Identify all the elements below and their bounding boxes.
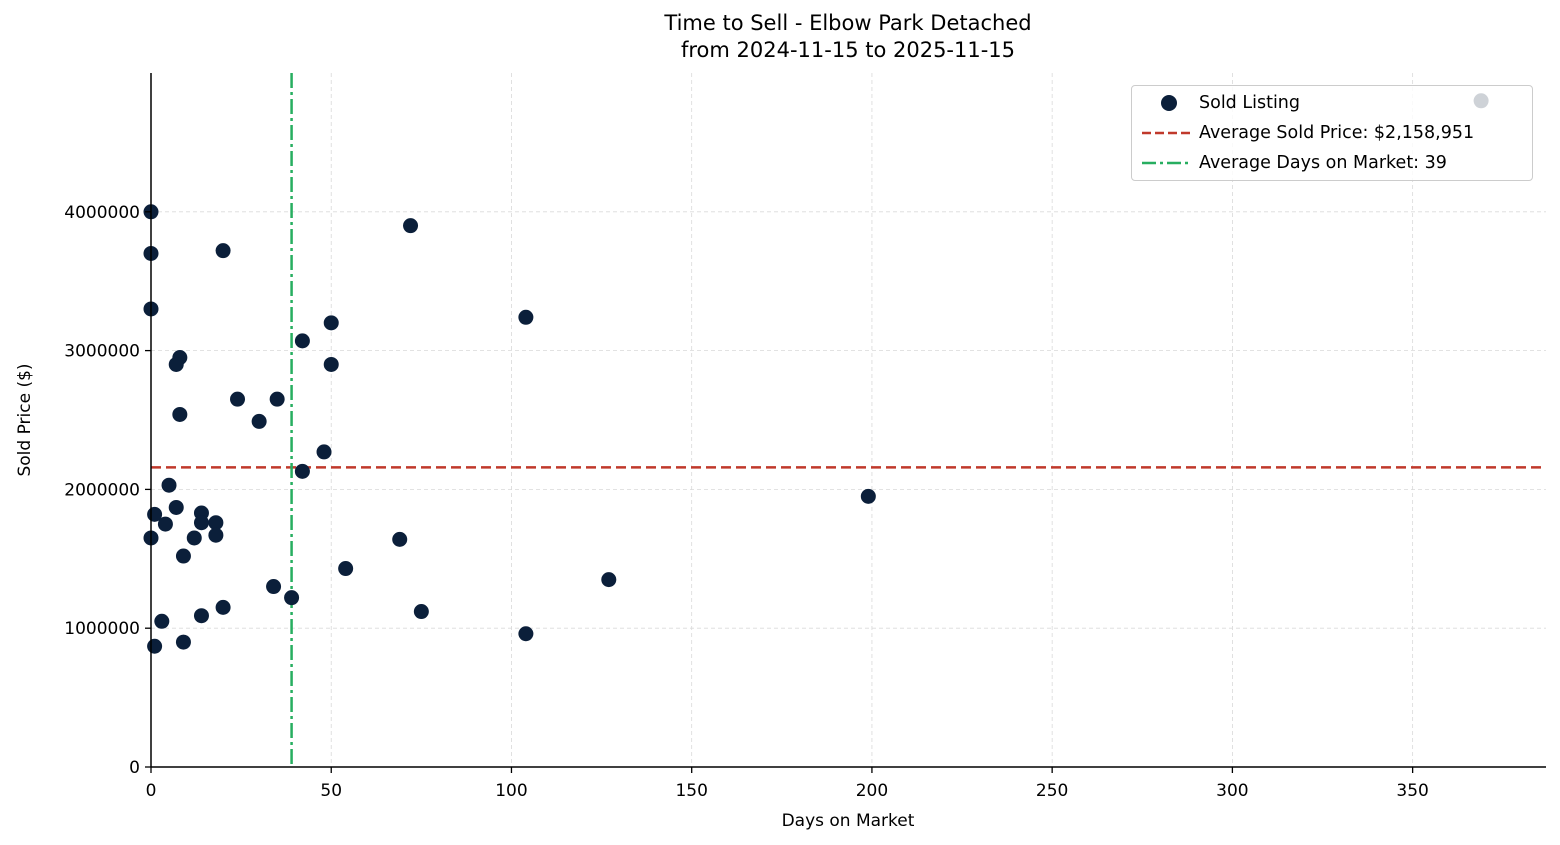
- dashed-line-icon: [1140, 123, 1192, 143]
- data-point: [518, 626, 534, 642]
- x-tick-label: 250: [1036, 781, 1068, 801]
- y-axis-label: Sold Price ($): [15, 363, 35, 476]
- data-point: [168, 499, 184, 515]
- x-tick-label: 100: [495, 781, 527, 801]
- dashdot-line-icon: [1140, 153, 1192, 173]
- x-tick-label: 300: [1216, 781, 1248, 801]
- data-point: [316, 444, 332, 460]
- legend-label-sold: Sold Listing: [1199, 93, 1301, 113]
- data-points: [143, 93, 1489, 654]
- data-point: [284, 590, 300, 606]
- y-tick-label: 4000000: [64, 203, 140, 223]
- chart-title-line1: Time to Sell - Elbow Park Detached: [664, 11, 1032, 35]
- data-point: [175, 548, 191, 564]
- y-tick-label: 1000000: [64, 619, 140, 639]
- legend-item-sold: Sold Listing: [1132, 88, 1300, 118]
- data-point: [186, 530, 202, 546]
- data-point: [193, 608, 209, 624]
- x-axis-label: Days on Market: [782, 811, 915, 831]
- x-tick-label: 0: [146, 781, 157, 801]
- data-point: [323, 315, 339, 331]
- data-point: [154, 613, 170, 629]
- data-point: [175, 634, 191, 650]
- legend-item-avg-price: Average Sold Price: $2,158,951: [1132, 118, 1474, 148]
- data-point: [251, 413, 267, 429]
- data-point: [860, 488, 876, 504]
- data-point: [161, 477, 177, 493]
- data-point: [266, 579, 282, 595]
- legend: Sold Listing Average Sold Price: $2,158,…: [1131, 85, 1533, 181]
- data-point: [269, 391, 285, 407]
- x-tick-label: 150: [675, 781, 707, 801]
- data-point: [168, 356, 184, 372]
- data-point: [601, 572, 617, 588]
- chart-title-line2: from 2024-11-15 to 2025-11-15: [680, 38, 1016, 62]
- data-point: [392, 531, 408, 547]
- data-point: [230, 391, 246, 407]
- grid-lines: [151, 73, 1546, 767]
- data-point: [323, 356, 339, 372]
- data-point: [208, 515, 224, 531]
- data-point: [403, 218, 419, 234]
- data-point: [413, 604, 429, 620]
- data-point: [208, 527, 224, 543]
- data-point: [215, 243, 231, 259]
- data-point: [215, 599, 231, 615]
- data-point: [172, 406, 188, 422]
- legend-label-avg-price: Average Sold Price: $2,158,951: [1199, 123, 1475, 143]
- legend-item-avg-days: Average Days on Market: 39: [1132, 148, 1447, 178]
- data-point: [147, 638, 163, 654]
- legend-label-avg-days: Average Days on Market: 39: [1199, 153, 1447, 173]
- data-point: [518, 309, 534, 325]
- y-tick-label: 2000000: [64, 480, 140, 500]
- y-tick-label: 3000000: [64, 342, 140, 362]
- data-point: [294, 463, 310, 479]
- x-tick-label: 50: [320, 781, 342, 801]
- x-tick-label: 200: [856, 781, 888, 801]
- data-point: [193, 515, 209, 531]
- data-point: [294, 333, 310, 349]
- data-point: [338, 561, 354, 577]
- data-point: [157, 516, 173, 532]
- reference-lines: [151, 73, 1546, 767]
- x-tick-label: 350: [1396, 781, 1428, 801]
- dot-marker-icon: [1140, 93, 1192, 113]
- axes: 0 50 100 150 200 250 300 350 0 1000000 2000000 3000…: [64, 73, 1546, 801]
- y-tick-label: 0: [129, 758, 140, 778]
